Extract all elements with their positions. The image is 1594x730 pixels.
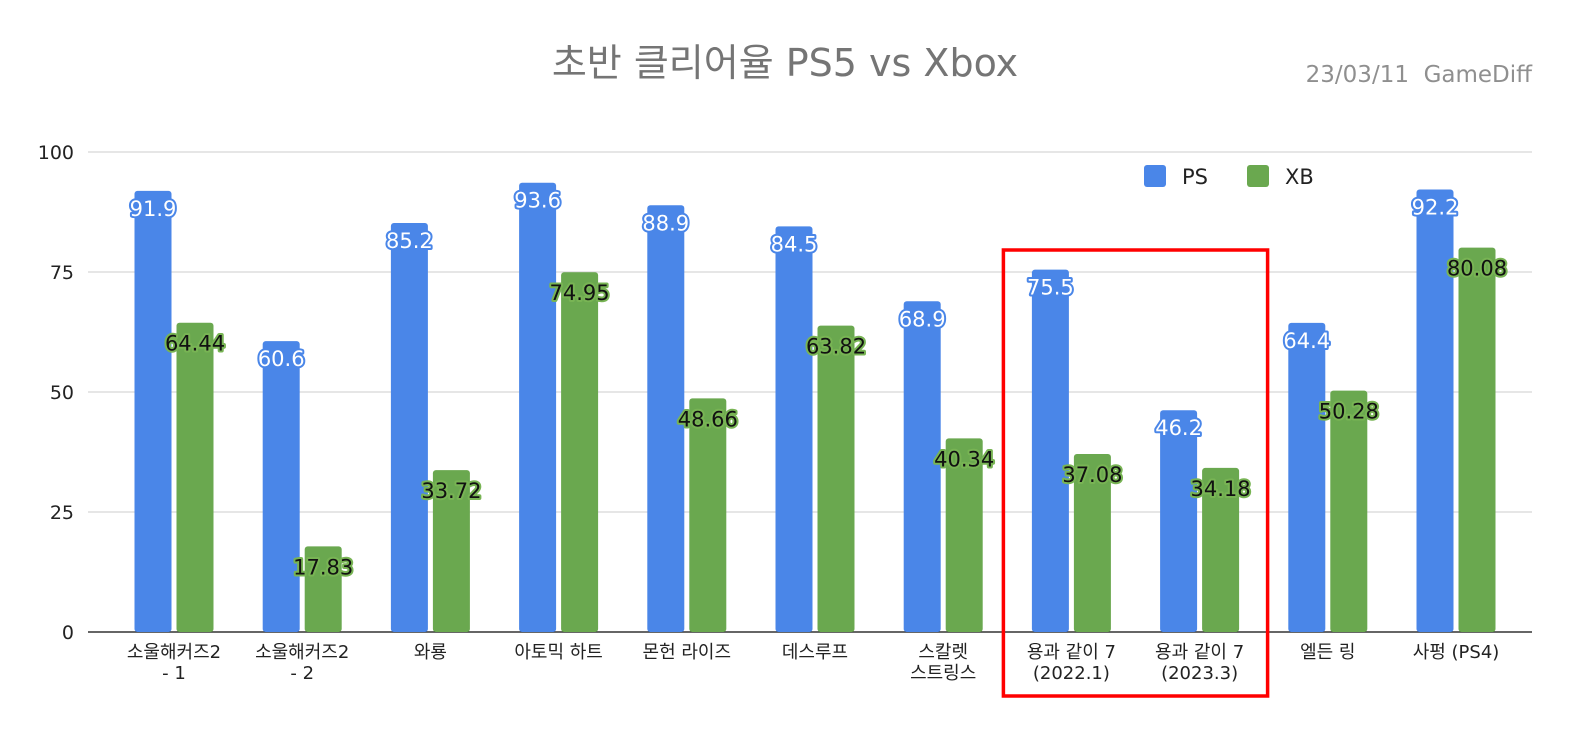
data-label-ps: 60.6 — [258, 347, 305, 371]
bar-ps — [903, 301, 941, 632]
bar-xb — [1458, 247, 1496, 632]
data-labels: 91.9 64.44 60.6 17.83 85.2 33.72 93.6 74.95 88.9… — [128, 187, 1509, 582]
data-label-xb: 50.28 — [1319, 400, 1379, 424]
data-label-ps: 64.4 — [1283, 329, 1330, 353]
data-label-ps: 46.2 — [1155, 416, 1202, 440]
data-label-ps: 85.2 — [386, 229, 433, 253]
data-label-ps: 84.5 — [771, 232, 818, 256]
x-category-label: 소울해커즈2 — [255, 642, 349, 663]
x-category-label: 스트링스 — [910, 663, 976, 684]
bar-xb — [561, 272, 599, 632]
bar-ps — [1288, 322, 1326, 632]
x-category-label: 와룡 — [414, 642, 447, 663]
bar-xb — [1073, 454, 1111, 632]
bar-ps — [262, 341, 300, 632]
y-tick-label: 0 — [62, 622, 74, 644]
bar-xb — [304, 546, 342, 632]
x-category-label: 몬헌 라이즈 — [643, 642, 732, 663]
bar-ps — [134, 190, 172, 632]
bar-xb — [1202, 467, 1240, 632]
x-category-label: - 2 — [290, 663, 314, 684]
y-axis-ticks: 0 25 50 75 100 — [38, 142, 74, 644]
x-category-label: 아토믹 하트 — [514, 642, 603, 663]
data-label-xb: 64.44 — [165, 332, 225, 356]
data-label-ps: 93.6 — [514, 189, 561, 213]
data-label-ps: 91.9 — [130, 197, 177, 221]
bar-ps — [1416, 189, 1454, 632]
highlight-box — [1001, 248, 1270, 698]
bar-xb — [945, 438, 983, 632]
data-label-xb: 74.95 — [550, 281, 610, 305]
legend-label-xb: XB — [1285, 165, 1314, 189]
data-label-ps: 92.2 — [1412, 195, 1459, 219]
y-tick-label: 25 — [50, 502, 74, 524]
x-category-label: - 1 — [162, 663, 186, 684]
chart-credit: 23/03/11 GameDiff — [1306, 62, 1533, 88]
legend: PS XB — [1144, 165, 1314, 189]
x-category-label: 스칼렛 — [918, 642, 968, 663]
y-tick-label: 50 — [50, 382, 74, 404]
bar-ps — [519, 182, 557, 632]
data-label-xb: 63.82 — [806, 335, 866, 359]
bar-xb — [817, 325, 855, 632]
y-tick-label: 100 — [38, 142, 74, 164]
data-label-xb: 40.34 — [934, 447, 994, 471]
bars — [134, 182, 1496, 633]
x-category-label: 소울해커즈2 — [127, 642, 221, 663]
data-label-ps: 88.9 — [642, 211, 689, 235]
x-category-label: 사펑 (PS4) — [1413, 642, 1500, 663]
legend-label-ps: PS — [1182, 165, 1208, 189]
data-label-ps: 68.9 — [899, 307, 946, 331]
data-label-xb: 80.08 — [1447, 257, 1507, 281]
bar-ps — [390, 223, 428, 633]
legend-swatch-xb — [1247, 165, 1269, 187]
y-tick-label: 75 — [50, 262, 74, 284]
bar-ps — [1031, 269, 1069, 632]
data-label-xb: 48.66 — [678, 407, 738, 431]
legend-swatch-ps — [1144, 165, 1166, 187]
data-label-xb: 17.83 — [293, 555, 353, 579]
highlight-rectangle — [1001, 248, 1270, 698]
x-category-label: (2022.1) — [1033, 663, 1110, 684]
bar-xb — [432, 470, 470, 632]
bar-ps — [775, 226, 813, 632]
bar-ps — [1160, 410, 1198, 632]
x-category-label: (2023.3) — [1161, 663, 1238, 684]
bar-ps — [647, 205, 685, 632]
x-category-label: 데스루프 — [782, 642, 848, 663]
x-category-label: 용과 같이 7 — [1155, 642, 1244, 663]
data-label-ps: 75.5 — [1027, 276, 1074, 300]
chart-title: 초반 클리어율 PS5 vs Xbox — [552, 41, 1018, 85]
data-label-xb: 33.72 — [421, 479, 481, 503]
x-category-label: 엘든 링 — [1300, 642, 1355, 663]
data-label-xb: 37.08 — [1062, 463, 1122, 487]
data-label-xb: 34.18 — [1191, 477, 1251, 501]
x-category-label: 용과 같이 7 — [1027, 642, 1116, 663]
bar-xb — [689, 398, 727, 632]
bar-xb — [176, 322, 214, 632]
bar-xb — [1330, 390, 1368, 632]
